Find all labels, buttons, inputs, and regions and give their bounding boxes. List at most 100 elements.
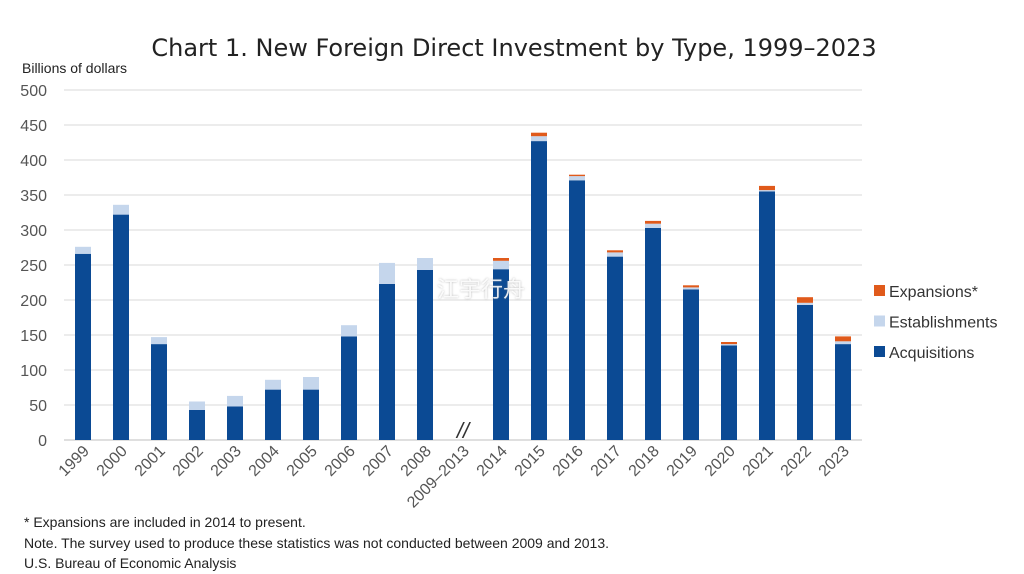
y-axis-label: Billions of dollars — [22, 60, 127, 76]
x-tick-label: 2004 — [246, 443, 283, 480]
bar-establishments-2023 — [835, 341, 851, 345]
x-tick-label: 2006 — [322, 443, 359, 480]
bar-expansions-2022 — [797, 297, 813, 303]
y-tick-label: 200 — [20, 293, 47, 310]
survey-note: Note. The survey used to produce these s… — [24, 534, 610, 551]
x-tick-label: 2019 — [664, 443, 701, 480]
footnotes: * Expansions are included in 2014 to pre… — [24, 512, 609, 574]
bar-acquisitions-2016 — [569, 180, 585, 441]
bar-expansions-2021 — [759, 185, 775, 191]
bar-expansions-2019 — [683, 285, 699, 288]
x-tick-label: 2002 — [170, 443, 207, 480]
bar-establishments-2002 — [189, 401, 205, 410]
legend-label-establishments: Establishments — [889, 315, 998, 332]
chart: Chart 1. New Foreign Direct Investment b… — [20, 34, 998, 511]
y-tick-label: 100 — [20, 363, 47, 380]
y-tick-label: 250 — [20, 258, 47, 275]
bar-acquisitions-2014 — [493, 269, 509, 440]
y-tick-label: 400 — [20, 153, 47, 170]
x-tick-label: 2001 — [132, 443, 169, 480]
bar-acquisitions-2019 — [683, 289, 699, 440]
expansions-note: * Expansions are included in 2014 to pre… — [24, 514, 306, 530]
x-tick-label: 2016 — [550, 443, 587, 480]
bar-acquisitions-2017 — [607, 256, 623, 440]
y-axis-ticks: 0 50 100 150 200 250 300 350 400 450 500 — [20, 83, 47, 450]
x-tick-label: 2020 — [702, 443, 739, 480]
bar-acquisitions-2006 — [341, 336, 357, 440]
bar-acquisitions-2007 — [379, 283, 395, 440]
bar-establishments-2018 — [645, 223, 661, 228]
watermark: 江宇行舟 — [437, 272, 525, 304]
bar-expansions-2020 — [721, 342, 737, 345]
bar-acquisitions-2000 — [113, 214, 129, 440]
bar-establishments-2001 — [151, 337, 167, 345]
watermark-text: 江宇行舟 — [437, 278, 526, 303]
bar-expansions-2015 — [531, 132, 547, 137]
legend-label-expansions: Expansions* — [889, 284, 978, 301]
bar-establishments-2004 — [265, 379, 281, 390]
bar-expansions-2018 — [645, 220, 661, 224]
bar-establishments-2017 — [607, 252, 623, 257]
bar-acquisitions-1999 — [75, 253, 91, 440]
legend-swatch-acquisitions — [874, 346, 885, 357]
x-tick-label: 2015 — [512, 443, 549, 480]
chart-title: Chart 1. New Foreign Direct Investment b… — [151, 34, 876, 62]
bar-acquisitions-2023 — [835, 344, 851, 440]
x-tick-label: 2021 — [740, 443, 777, 480]
bar-establishments-2022 — [797, 302, 813, 305]
bar-establishments-2005 — [303, 377, 319, 390]
bar-establishments-2003 — [227, 395, 243, 407]
bar-acquisitions-2020 — [721, 345, 737, 440]
x-tick-label: 1999 — [56, 443, 93, 480]
x-tick-label: 2017 — [588, 443, 625, 480]
bar-establishments-2007 — [379, 262, 395, 284]
bar-establishments-1999 — [75, 246, 91, 254]
bar-establishments-2016 — [569, 176, 585, 181]
y-tick-label: 300 — [20, 223, 47, 240]
bar-establishments-2021 — [759, 190, 775, 192]
x-tick-label: 2000 — [94, 443, 131, 480]
bar-expansions-2017 — [607, 250, 623, 253]
bar-expansions-2016 — [569, 174, 585, 177]
bar-acquisitions-2005 — [303, 389, 319, 440]
bar-acquisitions-2018 — [645, 227, 661, 440]
x-tick-label: 2007 — [360, 443, 397, 480]
bar-acquisitions-2003 — [227, 406, 243, 440]
bars — [75, 132, 851, 441]
x-tick-label: 2014 — [474, 443, 511, 480]
bar-establishments-2015 — [531, 136, 547, 142]
bar-acquisitions-2004 — [265, 389, 281, 440]
bar-acquisitions-2015 — [531, 141, 547, 440]
bar-establishments-2000 — [113, 204, 129, 215]
axis-break-marker: // — [455, 418, 471, 443]
x-tick-label: 2003 — [208, 443, 245, 480]
bar-expansions-2023 — [835, 336, 851, 342]
legend-swatch-expansions — [874, 285, 885, 296]
bar-expansions-2014 — [493, 258, 509, 261]
bar-establishments-2014 — [493, 260, 509, 270]
legend: Expansions* Establishments Acquisitions — [874, 284, 998, 362]
x-tick-label: 2023 — [816, 443, 853, 480]
legend-swatch-establishments — [874, 315, 885, 327]
y-tick-label: 50 — [29, 398, 47, 415]
bar-acquisitions-2021 — [759, 191, 775, 440]
bar-acquisitions-2022 — [797, 304, 813, 440]
y-tick-label: 150 — [20, 328, 47, 345]
bar-establishments-2019 — [683, 287, 699, 290]
bar-acquisitions-2008 — [417, 269, 433, 440]
x-tick-label: 2005 — [284, 443, 321, 480]
bar-acquisitions-2001 — [151, 344, 167, 440]
bar-establishments-2008 — [417, 258, 433, 270]
bar-establishments-2020 — [721, 344, 737, 346]
bar-acquisitions-2002 — [189, 409, 205, 440]
y-tick-label: 500 — [20, 83, 47, 100]
x-tick-label: 2018 — [626, 443, 663, 480]
y-tick-label: 450 — [20, 118, 47, 135]
legend-label-acquisitions: Acquisitions — [889, 345, 974, 362]
y-tick-label: 0 — [38, 433, 47, 450]
gridlines — [64, 89, 862, 441]
bar-establishments-2006 — [341, 325, 357, 337]
source-note: U.S. Bureau of Economic Analysis — [24, 555, 237, 571]
y-tick-label: 350 — [20, 188, 47, 205]
x-tick-label: 2022 — [778, 443, 815, 480]
